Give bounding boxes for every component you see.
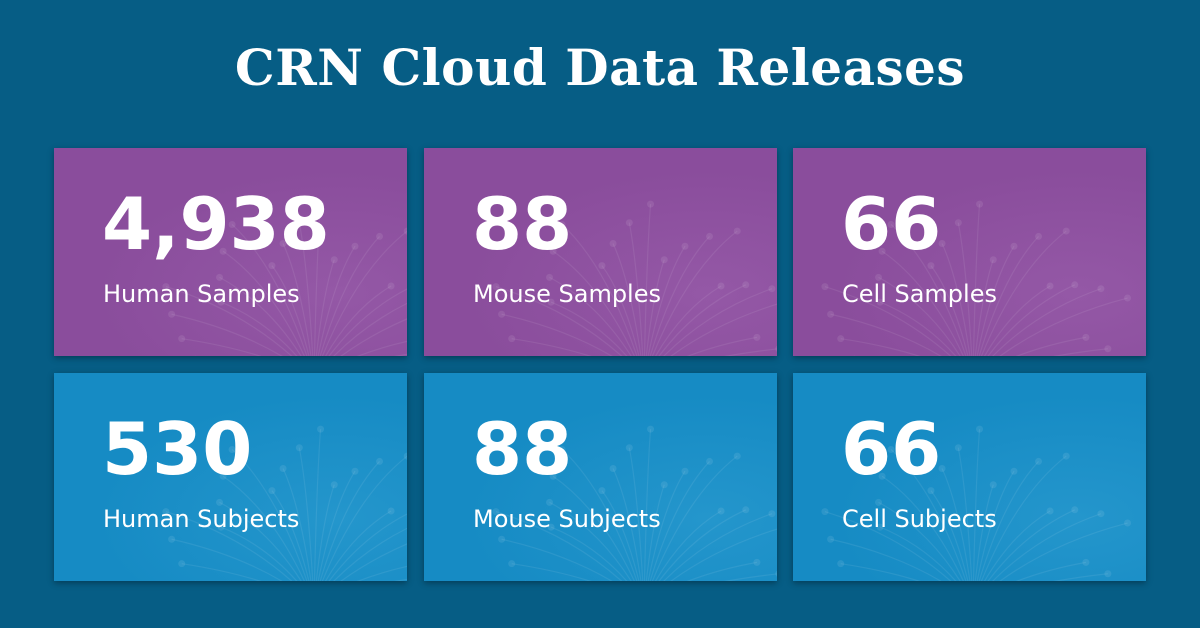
- stat-label: Human Samples: [103, 280, 300, 308]
- stat-card: 530 Human Subjects: [54, 373, 407, 581]
- stat-value: 66: [841, 182, 942, 266]
- stat-value: 530: [102, 407, 253, 491]
- stat-value: 66: [841, 407, 942, 491]
- stat-label: Cell Subjects: [842, 505, 997, 533]
- stat-card: 88 Mouse Samples: [424, 148, 777, 356]
- stat-label: Cell Samples: [842, 280, 997, 308]
- stat-card: 4,938 Human Samples: [54, 148, 407, 356]
- decoration: [492, 200, 777, 356]
- stat-label: Mouse Samples: [473, 280, 661, 308]
- stat-card: 66 Cell Subjects: [793, 373, 1146, 581]
- decoration: [162, 200, 407, 356]
- decoration: [492, 425, 777, 581]
- stat-label: Human Subjects: [103, 505, 300, 533]
- stat-label: Mouse Subjects: [473, 505, 661, 533]
- title: CRN Cloud Data Releases: [234, 38, 966, 97]
- stat-card: 88 Mouse Subjects: [424, 373, 777, 581]
- stat-value: 88: [472, 182, 573, 266]
- decoration: [821, 200, 1132, 356]
- stat-card: 66 Cell Samples: [793, 148, 1146, 356]
- decoration: [821, 425, 1132, 581]
- stat-value: 88: [472, 407, 573, 491]
- stat-value: 4,938: [102, 182, 330, 266]
- decoration: [162, 425, 407, 581]
